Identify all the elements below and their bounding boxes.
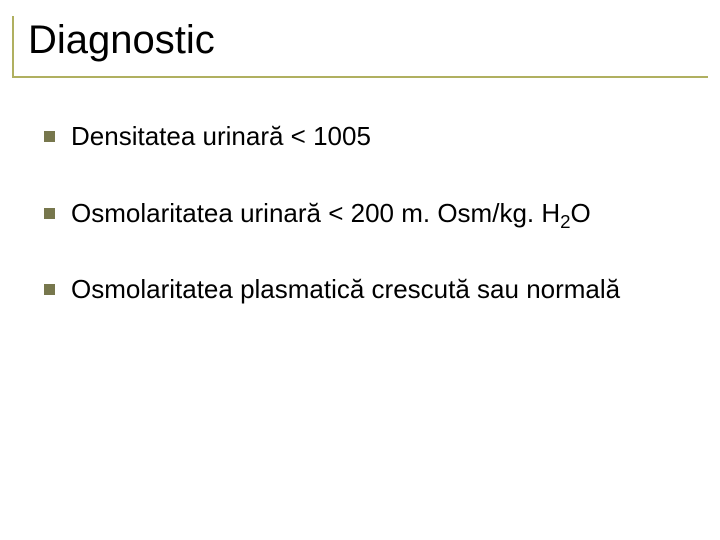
text-suffix: O bbox=[571, 198, 591, 228]
slide: Diagnostic Densitatea urinară < 1005 Osm… bbox=[0, 0, 720, 540]
page-title: Diagnostic bbox=[28, 18, 708, 62]
bullet-icon bbox=[44, 131, 55, 142]
bullet-icon bbox=[44, 208, 55, 219]
list-item-text: Osmolaritatea urinară < 200 m. Osm/kg. H… bbox=[71, 197, 591, 230]
title-container: Diagnostic bbox=[12, 16, 708, 78]
list-item-text: Osmolaritatea plasmatică crescută sau no… bbox=[71, 273, 620, 306]
bullet-list: Densitatea urinară < 1005 Osmolaritatea … bbox=[44, 120, 684, 350]
bullet-icon bbox=[44, 284, 55, 295]
text-prefix: Osmolaritatea urinară < 200 m. Osm/kg. H bbox=[71, 198, 560, 228]
list-item: Osmolaritatea plasmatică crescută sau no… bbox=[44, 273, 684, 306]
list-item: Densitatea urinară < 1005 bbox=[44, 120, 684, 153]
list-item-text: Densitatea urinară < 1005 bbox=[71, 120, 371, 153]
list-item: Osmolaritatea urinară < 200 m. Osm/kg. H… bbox=[44, 197, 684, 230]
text-subscript: 2 bbox=[560, 211, 570, 232]
